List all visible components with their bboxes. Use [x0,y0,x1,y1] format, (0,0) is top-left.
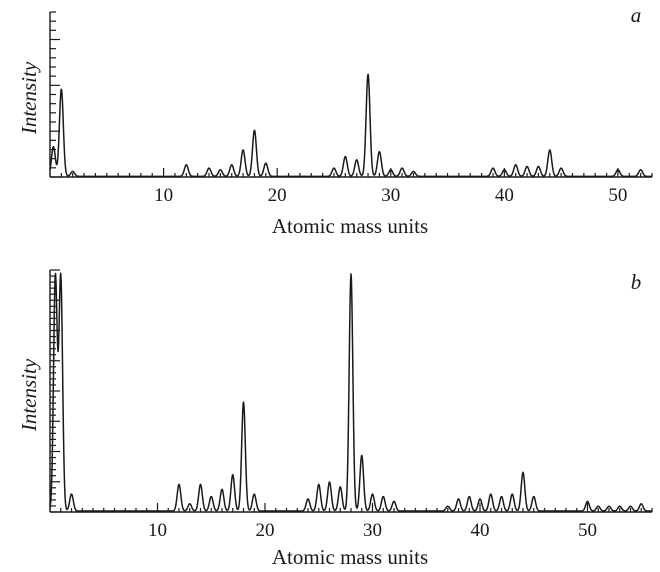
panel-a-letter: a [631,3,642,27]
panel-b-spectrum-trace [49,272,653,512]
panel-a-x-ticks: 10 20 30 40 50 [49,168,653,206]
x-tick-label: 30 [363,520,382,541]
x-tick-label: 20 [268,185,287,206]
panel-b: 10 20 30 40 50 b Intensity Atomic mass units [17,269,653,569]
panel-b-y-ticks [50,269,60,513]
panel-b-x-ticks: 10 20 30 40 50 [49,503,653,541]
panel-a-axes [49,12,652,178]
panel-b-letter: b [631,270,642,294]
panel-a-y-ticks [50,11,60,178]
x-tick-label: 50 [608,185,627,206]
panel-a: 10 20 30 40 50 a Intensity Atomic mass units [17,3,653,238]
panel-a-spectrum-trace [49,73,653,178]
x-tick-label: 40 [495,185,514,206]
panel-b-axes [49,270,652,513]
x-tick-label: 50 [578,520,597,541]
x-tick-label: 20 [256,520,275,541]
panel-a-y-axis-label: Intensity [17,61,41,135]
x-tick-label: 10 [148,520,167,541]
panel-b-y-axis-label: Intensity [17,358,41,432]
x-tick-label: 10 [154,185,173,206]
x-tick-label: 30 [381,185,400,206]
panel-b-x-axis-label: Atomic mass units [272,545,428,569]
x-tick-label: 40 [471,520,490,541]
panel-a-x-axis-label: Atomic mass units [272,214,428,238]
